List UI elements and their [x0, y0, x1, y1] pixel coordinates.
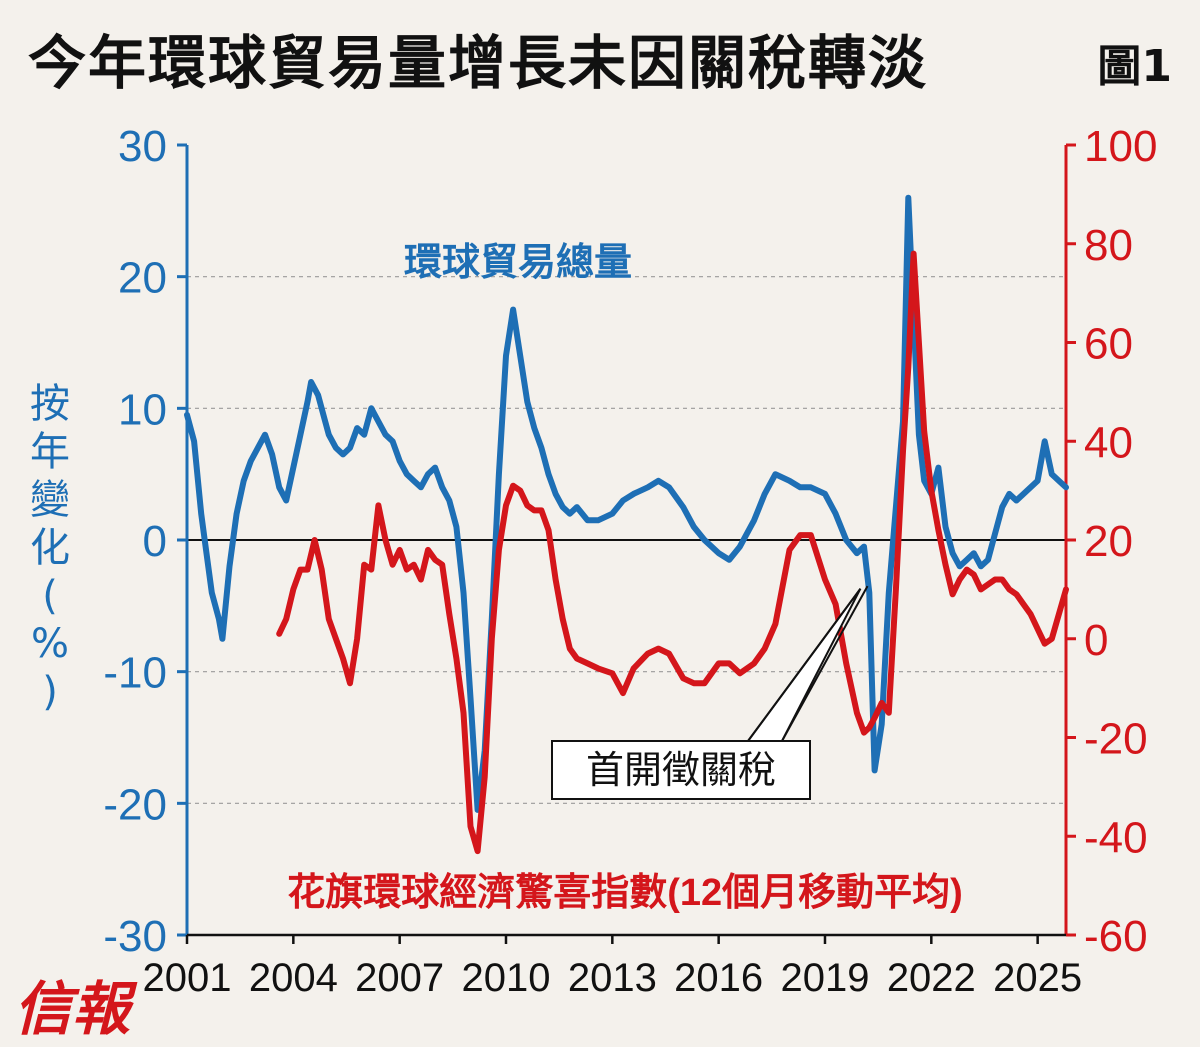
x-tick-label: 2016 — [674, 956, 763, 1000]
right-tick-label: 80 — [1084, 221, 1133, 270]
left-tick-label: 20 — [118, 254, 167, 303]
left-tick-label: -20 — [103, 780, 167, 829]
brand-logo: 信報 — [14, 975, 131, 1043]
left-tick-label: 0 — [143, 517, 167, 566]
annotation-text: 首開徵關稅 — [586, 750, 776, 792]
ylabel-char: % — [30, 621, 69, 667]
left-tick-label: -30 — [103, 912, 167, 961]
ylabel-char: 按 — [30, 381, 70, 427]
x-tick-label: 2013 — [568, 956, 657, 1000]
right-tick-label: -20 — [1084, 715, 1148, 764]
ylabel-char: ( — [42, 573, 58, 619]
series-label-trade-volume: 環球貿易總量 — [404, 242, 632, 284]
ylabel-char: 變 — [30, 477, 70, 523]
ylabel-char: ) — [42, 669, 58, 715]
x-tick-label: 2019 — [780, 956, 869, 1000]
ylabel-char: 化 — [30, 525, 70, 571]
series-line-trade-volume — [184, 194, 1069, 813]
right-tick-label: 100 — [1084, 122, 1157, 171]
right-tick-label: 0 — [1084, 616, 1108, 665]
figure-label: 圖1 — [1097, 41, 1172, 92]
ylabel-char: 年 — [30, 429, 70, 475]
page-title: 今年環球貿易量增長未因關稅轉淡 — [28, 29, 929, 97]
series-label-surprise-index: 花旗環球經濟驚喜指數(12個月移動平均) — [287, 872, 963, 914]
x-tick-label: 2001 — [143, 956, 232, 1000]
right-tick-label: -40 — [1084, 813, 1148, 862]
annotation-box — [551, 740, 811, 800]
right-tick-label: 20 — [1084, 517, 1133, 566]
right-tick-label: -60 — [1084, 912, 1148, 961]
x-tick-label: 2022 — [887, 956, 976, 1000]
annotation-pointer-line — [747, 588, 862, 742]
x-tick-label: 2025 — [993, 956, 1082, 1000]
left-tick-label: 10 — [118, 385, 167, 434]
right-tick-label: 40 — [1084, 418, 1133, 467]
x-tick-label: 2007 — [355, 956, 444, 1000]
left-tick-label: 30 — [118, 122, 167, 171]
left-tick-label: -10 — [103, 649, 167, 698]
right-tick-label: 60 — [1084, 320, 1133, 369]
series-line-surprise-index — [276, 250, 1069, 855]
annotation-pointer-line — [781, 585, 869, 742]
x-tick-label: 2004 — [249, 956, 338, 1000]
x-tick-label: 2010 — [461, 956, 550, 1000]
left-axis-label: 按 年 變 化 ( % ) — [22, 380, 78, 716]
